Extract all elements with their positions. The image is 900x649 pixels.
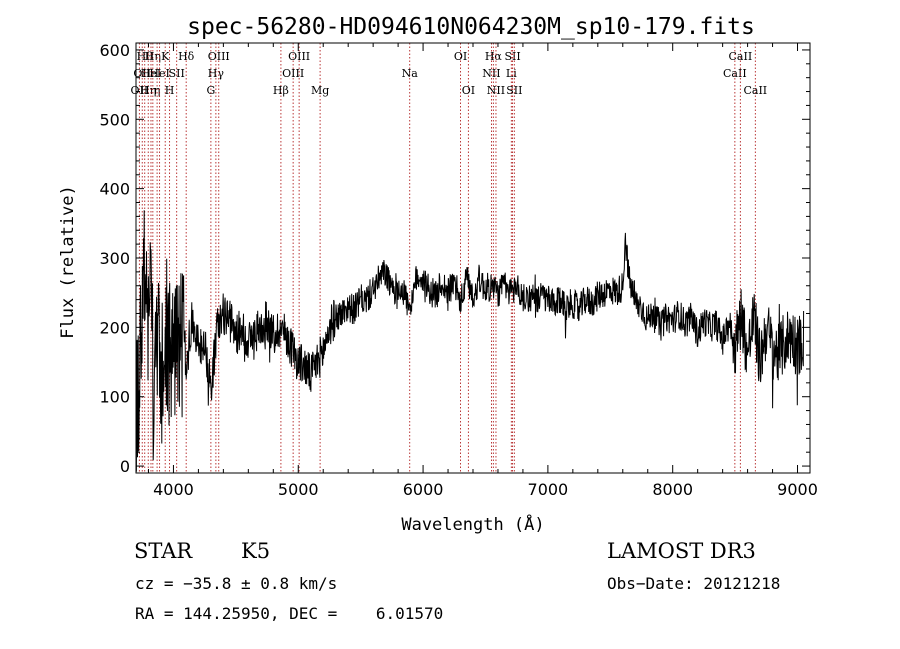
line-label-25: Li: [506, 67, 517, 80]
object-subclass: K5: [241, 539, 271, 563]
line-label-17: OIII: [288, 50, 310, 63]
x-axis-label: Wavelength (Å): [401, 513, 544, 535]
y-tick-label-3: 300: [99, 249, 130, 268]
x-tick-label-0: 4000: [153, 480, 194, 499]
line-label-2: Hθ: [137, 50, 154, 63]
object-class: STAR: [134, 539, 193, 563]
line-label-26: SII: [504, 50, 520, 63]
spectrum-series: [135, 210, 805, 472]
spectral-line-markers: OIIOIIHθHηHeIHηηHeIKHSIIHδGHγOIIIHβOIIIO…: [131, 43, 767, 473]
line-label-16: OIII: [282, 67, 304, 80]
x-tick-label-2: 6000: [403, 480, 444, 499]
x-tick-label-5: 9000: [777, 480, 818, 499]
line-label-24: NII: [487, 84, 505, 97]
y-tick-label-5: 500: [99, 110, 130, 129]
line-label-18: Mg: [311, 84, 329, 97]
axes: 4000 5000 6000 7000 8000 9000 0 100 200 300 400 500…: [99, 41, 817, 499]
line-label-8: K: [161, 50, 170, 63]
line-label-19: Na: [402, 67, 419, 80]
y-axis-label: Flux (relative): [58, 185, 78, 339]
spectrum-line: [135, 210, 805, 472]
redshift-text: cz = −35.8 ± 0.8 km/s: [135, 574, 338, 593]
line-label-4: HeI: [141, 67, 161, 80]
line-label-22: NII: [482, 67, 500, 80]
chart-title: spec-56280-HD094610N064230M_sp10-179.fit…: [187, 14, 755, 40]
line-label-0: OII: [131, 84, 149, 97]
line-label-29: CaII: [729, 50, 753, 63]
line-label-13: Hγ: [208, 67, 225, 80]
line-label-23: Hα: [485, 50, 503, 63]
obs-date-text: Obs−Date: 20121218: [607, 574, 781, 593]
coordinates-text: RA = 144.25950, DEC = 6.01570: [135, 604, 444, 623]
line-label-12: G: [206, 84, 215, 97]
line-label-5: Hη: [145, 50, 161, 63]
line-label-21: OI: [462, 84, 475, 97]
line-label-20: OI: [454, 50, 467, 63]
line-label-28: CaII: [723, 67, 747, 80]
y-tick-label-4: 400: [99, 180, 130, 199]
line-label-14: OIII: [208, 50, 230, 63]
line-label-1: OII: [133, 67, 151, 80]
line-label-30: CaII: [743, 84, 767, 97]
y-tick-label-1: 100: [99, 388, 130, 407]
line-label-9: H: [165, 84, 175, 97]
x-tick-label-3: 7000: [528, 480, 569, 499]
line-label-11: Hδ: [178, 50, 195, 63]
line-label-15: Hβ: [273, 84, 289, 97]
line-label-10: SII: [169, 67, 185, 80]
survey-label: LAMOST DR3: [607, 539, 756, 563]
y-tick-label-0: 0: [120, 457, 130, 476]
line-label-3: Hη: [140, 84, 156, 97]
y-tick-label-6: 600: [99, 41, 130, 60]
x-tick-label-4: 8000: [652, 480, 693, 499]
y-tick-label-2: 200: [99, 318, 130, 337]
line-label-27: SII: [506, 84, 522, 97]
x-tick-label-1: 5000: [278, 480, 319, 499]
line-label-6: η: [154, 84, 161, 97]
plot-frame: [135, 42, 811, 474]
line-label-7: HeI: [149, 67, 169, 80]
